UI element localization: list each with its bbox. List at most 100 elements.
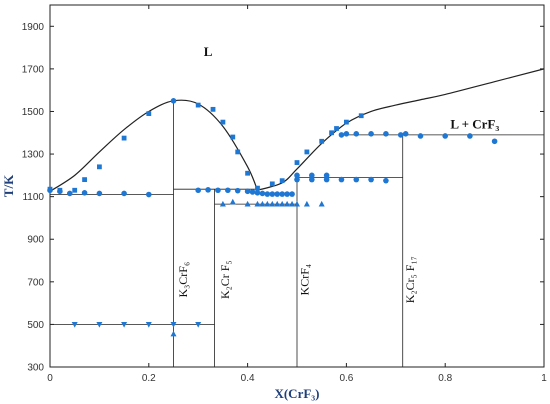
data-point-circle [323,172,330,179]
x-tick-label: 1 [541,373,547,384]
data-point-square [220,119,226,125]
compound-label-k3crf6: K₃CrF₆ [176,262,190,298]
compound-label-k2crf5: K₂Cr F₅ [218,260,232,299]
x-axis-title: X(CrF₃) [274,386,319,401]
data-point-circle [264,191,271,197]
data-point-square [344,119,349,125]
x-tick-label: 0.8 [438,373,452,384]
data-point-circle [491,138,498,145]
data-point-circle [397,132,404,138]
data-point-circle [225,187,231,194]
y-tick-label: 1500 [22,107,45,118]
data-point-triangle-up [318,200,325,207]
data-point-circle [289,191,295,197]
data-point-square [235,149,241,155]
data-point-circle [383,131,389,137]
data-point-triangle-up [244,200,251,207]
x-tick-label: 0 [47,373,53,384]
data-point-triangle-up [259,200,266,207]
data-point-square [334,126,339,131]
data-point-circle [402,131,409,137]
data-point-circle [279,191,285,197]
data-point-circle [96,190,103,197]
data-point-circle [269,191,276,197]
data-point-circle [353,131,360,137]
data-point-triangle-down [96,322,103,328]
data-point-triangle-up [294,200,300,207]
y-tick-label: 1100 [22,192,44,203]
data-point-square [47,186,53,192]
data-point-triangle-down [195,322,202,328]
y-tick-label: 700 [27,277,44,288]
region-label-liquid-crf3: L + CrF₃ [450,117,499,132]
data-point-circle [467,133,473,139]
data-point-circle [294,172,300,179]
y-tick-label: 500 [27,320,44,331]
x-tick-label: 0.2 [142,373,156,384]
data-point-circle [66,190,73,197]
data-point-circle [294,176,300,183]
data-point-triangle-down [71,322,78,328]
data-point-triangle-up [254,200,261,207]
data-point-square [195,102,201,108]
x-tick-label: 0.6 [339,373,353,384]
data-point-circle [323,176,330,183]
data-point-circle [146,191,152,198]
data-point-triangle-down [145,322,152,328]
data-point-circle [274,191,281,197]
data-point-triangle-up [219,200,226,207]
data-point-triangle-up [289,200,296,207]
data-point-triangle-up [170,330,177,337]
data-point-square [146,111,152,116]
data-point-circle [205,187,211,193]
region-labels: L L + CrF₃ K₃CrF₆ K₂Cr F₅ KCrF₄ K₂Cr₅ F₁₇ [176,44,500,303]
data-point-circle [417,133,424,139]
data-point-square [358,113,364,119]
data-point-circle [244,188,251,195]
data-point-circle [353,176,360,183]
liquidus-left [49,99,259,192]
y-tick-label: 900 [27,235,44,246]
data-point-triangle-down [121,322,128,328]
data-point-circle [170,98,177,104]
axis-ticks: 0 0.2 0.4 0.6 0.8 130050070090011001300150017… [22,5,547,384]
y-tick-label: 1300 [22,150,45,161]
data-point-circle [81,190,88,196]
data-point-square [245,170,250,176]
data-point-triangle-up [274,200,281,207]
data-point-triangle-up [279,200,286,207]
y-tick-label: 300 [27,363,44,374]
data-point-square [82,177,87,183]
data-point-circle [121,190,127,197]
data-point-square [57,187,63,193]
data-point-square [304,149,310,155]
data-point-square [230,134,236,140]
compound-label-k2cr5f17: K₂Cr₅ F₁₇ [403,256,417,303]
compound-label-kcrf4: KCrF₄ [297,264,311,296]
data-point-circle [338,132,345,138]
data-point-circle [249,189,256,195]
data-point-triangle-up [229,198,236,205]
data-point-circle [259,190,266,197]
data-point-square [329,130,334,136]
data-point-circle [234,187,241,194]
data-point-circle [195,187,201,194]
data-point-circle [309,172,315,179]
data-points [47,98,498,337]
data-point-square [210,106,216,112]
data-point-circle [254,190,261,196]
data-point-circle [343,131,350,137]
data-point-circle [215,187,221,194]
data-point-circle [368,176,374,183]
phase-boundary-lines [49,68,545,367]
data-point-circle [368,131,374,137]
data-point-square [72,187,78,193]
y-tick-label: 1900 [22,22,45,33]
data-point-square [97,164,102,170]
data-point-square [255,185,260,191]
data-point-square [269,181,275,187]
data-point-circle [309,176,315,183]
liquidus-right [257,68,545,191]
data-point-circle [284,191,290,197]
